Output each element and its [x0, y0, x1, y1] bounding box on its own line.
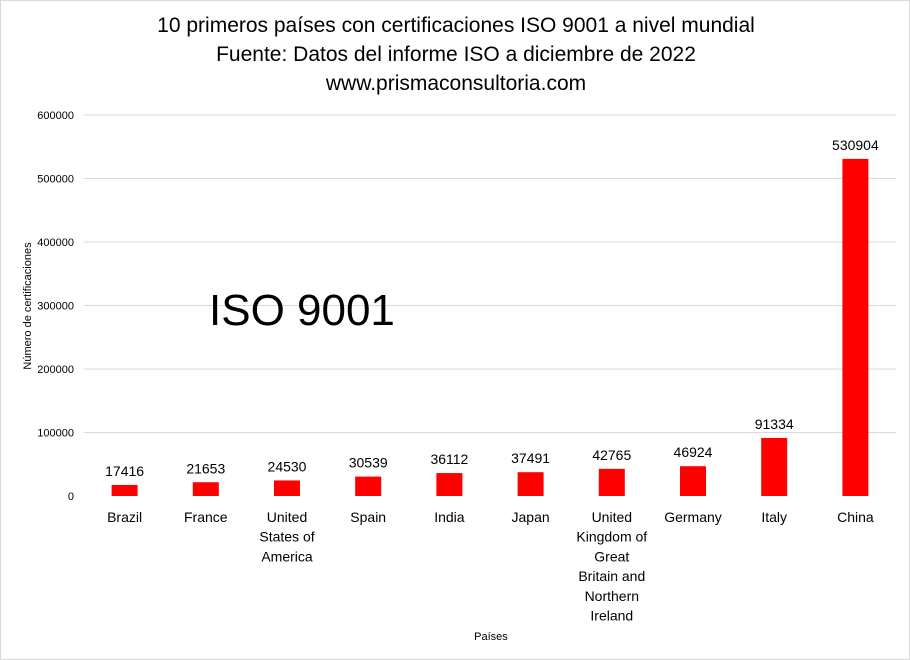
- x-tick-label: China: [837, 509, 874, 525]
- data-label: 530904: [832, 137, 879, 153]
- bar: [274, 480, 300, 496]
- y-tick-label: 100000: [37, 428, 74, 440]
- x-tick-label: France: [184, 509, 228, 525]
- data-label: 21653: [186, 460, 225, 476]
- y-tick-label: 400000: [37, 237, 74, 249]
- data-label: 17416: [105, 463, 144, 479]
- bar: [517, 472, 544, 496]
- data-label: 46924: [674, 444, 713, 460]
- bar: [680, 466, 706, 496]
- x-tick-label: Germany: [664, 509, 722, 525]
- x-axis-title: Países: [474, 631, 508, 643]
- y-axis-title: Número de certificaciones: [22, 242, 34, 370]
- chart-title-line-3: www.prismaconsultoria.com: [325, 72, 587, 95]
- bar: [761, 438, 788, 496]
- bar: [192, 482, 219, 496]
- bar: [111, 484, 138, 496]
- x-tick-label: India: [434, 509, 465, 525]
- chart-title: 10 primeros países con certificaciones I…: [1, 11, 910, 98]
- bar: [436, 473, 463, 496]
- x-tick-label: Japan: [512, 509, 550, 525]
- iso-9001-annotation: ISO 9001: [209, 286, 395, 335]
- data-label: 42765: [592, 447, 631, 463]
- chart-title-line-1: 10 primeros países con certificaciones I…: [157, 14, 755, 37]
- x-tick-label: United States of America: [259, 509, 314, 564]
- x-tick-label: Italy: [761, 509, 787, 525]
- x-tick-label: Spain: [350, 509, 386, 525]
- bar: [355, 476, 382, 496]
- y-tick-label: 300000: [37, 301, 74, 313]
- data-label: 91334: [755, 416, 794, 432]
- bar: [598, 468, 625, 496]
- y-tick-label: 200000: [37, 364, 74, 376]
- data-label: 36112: [430, 451, 468, 467]
- data-label: 30539: [349, 455, 388, 471]
- y-tick-label: 600000: [37, 110, 74, 122]
- chart-title-line-2: Fuente: Datos del informe ISO a diciembr…: [216, 43, 696, 66]
- data-label: 24530: [268, 458, 307, 474]
- bar: [842, 158, 869, 496]
- x-tick-label: Brazil: [107, 509, 142, 525]
- y-tick-label: 0: [68, 491, 74, 503]
- y-tick-label: 500000: [37, 174, 74, 186]
- data-label: 37491: [511, 450, 550, 466]
- x-tick-label: United Kingdom of Great Britain and Northern…: [576, 509, 647, 624]
